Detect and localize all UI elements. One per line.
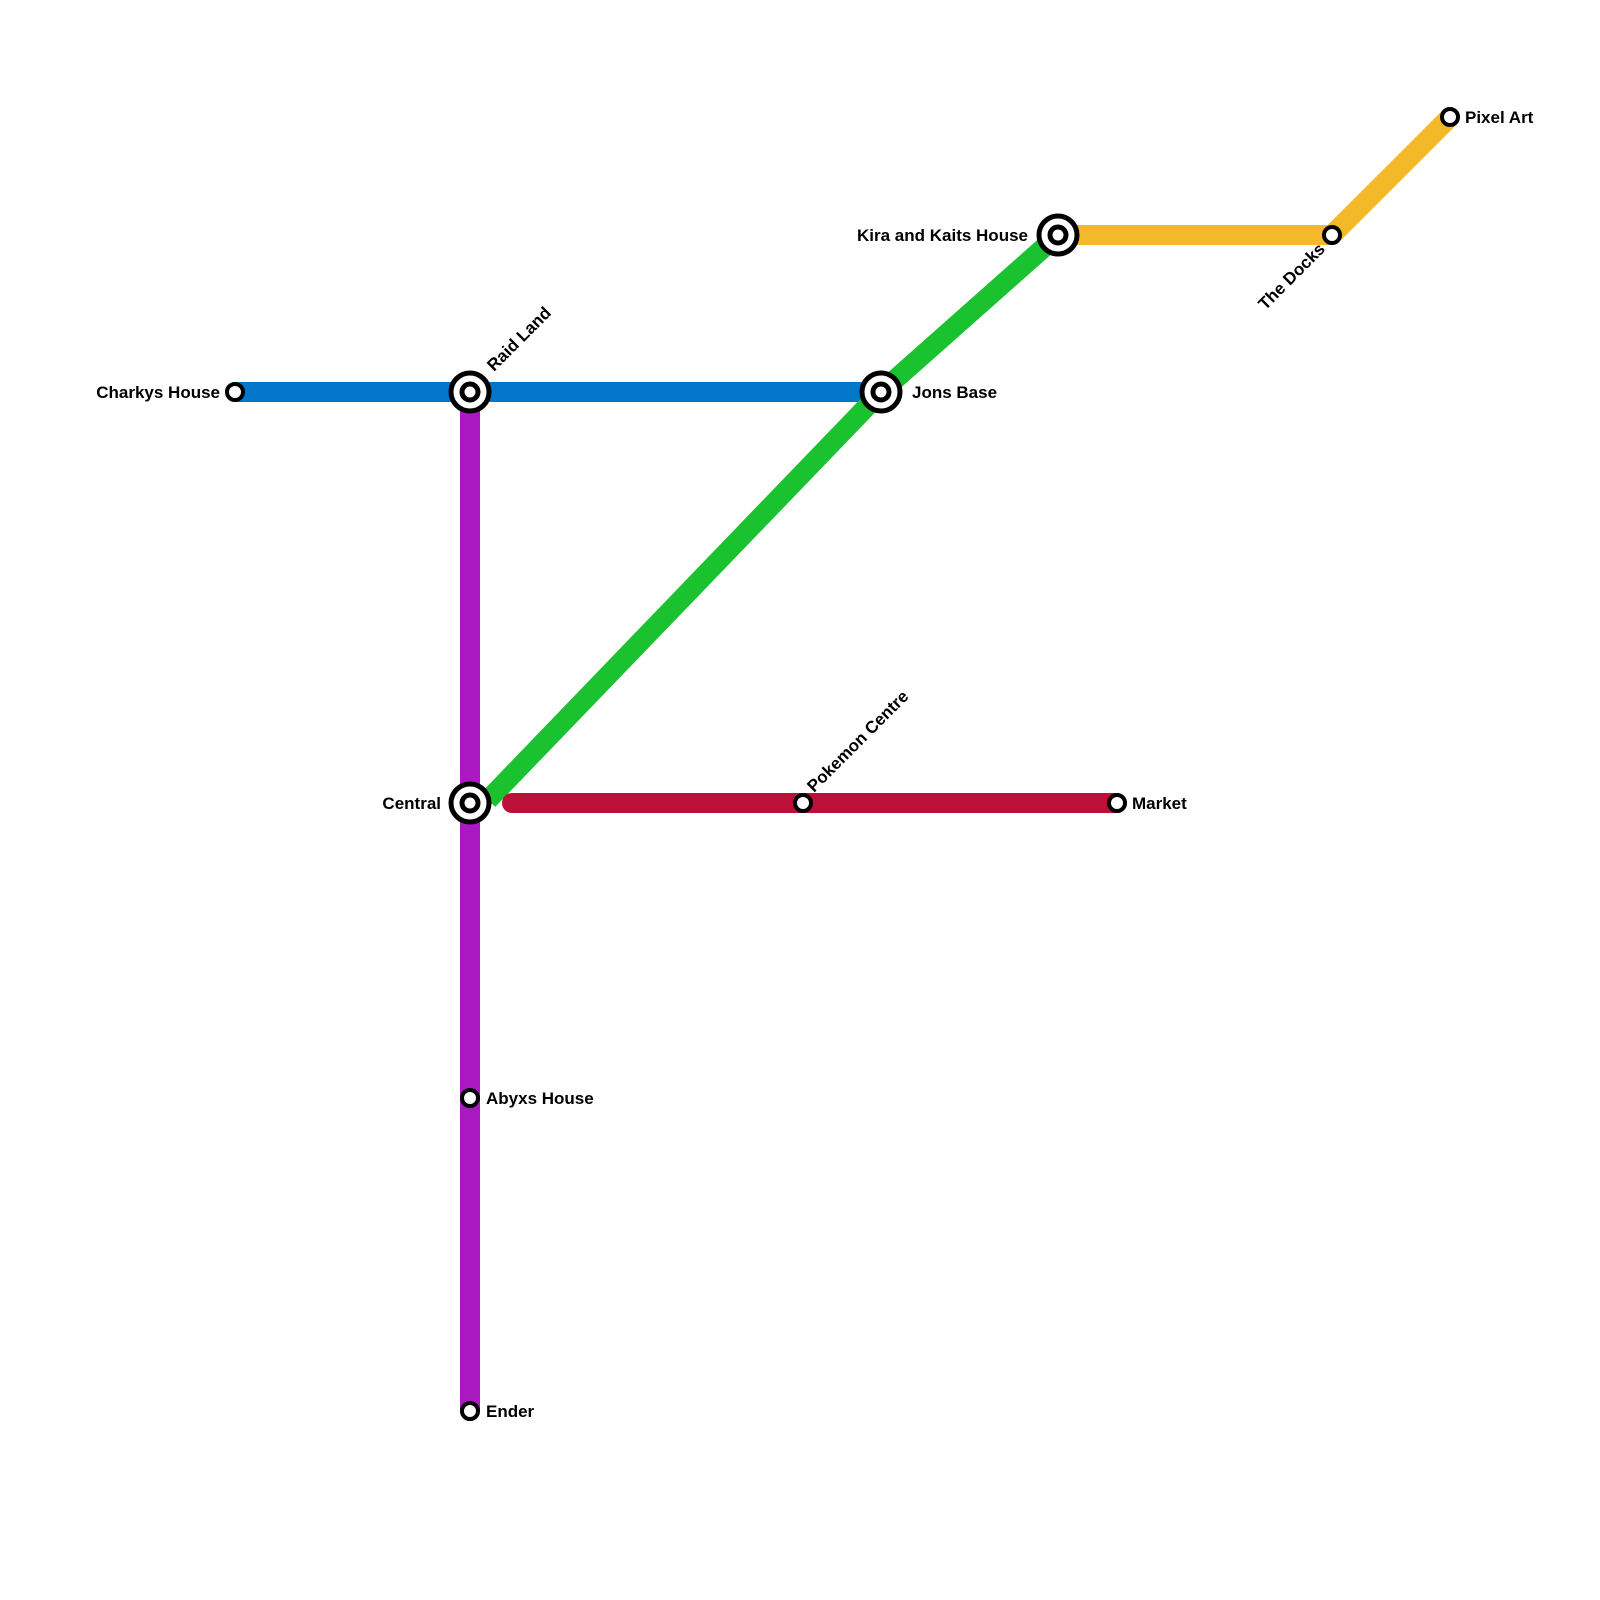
label-market: Market [1132, 794, 1187, 813]
station-the-docks[interactable] [1322, 225, 1342, 245]
station-ender[interactable] [460, 1401, 480, 1421]
interchanges [448, 213, 1080, 825]
station-abyxs-house[interactable] [460, 1088, 480, 1108]
label-jons-base: Jons Base [912, 383, 997, 402]
label-central: Central [382, 794, 441, 813]
station-raid-land[interactable] [448, 370, 492, 414]
label-ender: Ender [486, 1402, 535, 1421]
label-raid-land: Raid Land [483, 303, 555, 375]
station-charkys-house[interactable] [225, 382, 245, 402]
yellow-line [1048, 107, 1460, 245]
label-charkys-house: Charkys House [96, 383, 220, 402]
station-pixel-art[interactable] [1440, 107, 1460, 127]
station-market[interactable] [1107, 793, 1127, 813]
stops [225, 107, 1460, 1421]
station-central[interactable] [448, 781, 492, 825]
label-the-docks: The Docks [1255, 239, 1329, 313]
label-pixel-art: Pixel Art [1465, 108, 1534, 127]
label-kira-and-kaits-house: Kira and Kaits House [857, 226, 1028, 245]
label-abyxs-house: Abyxs House [486, 1089, 594, 1108]
label-pokemon-centre: Pokemon Centre [803, 687, 912, 796]
green-line [480, 227, 1065, 807]
station-pokemon-centre[interactable] [793, 793, 813, 813]
station-jons-base[interactable] [859, 370, 903, 414]
station-kira-and-kaits-house[interactable] [1036, 213, 1080, 257]
